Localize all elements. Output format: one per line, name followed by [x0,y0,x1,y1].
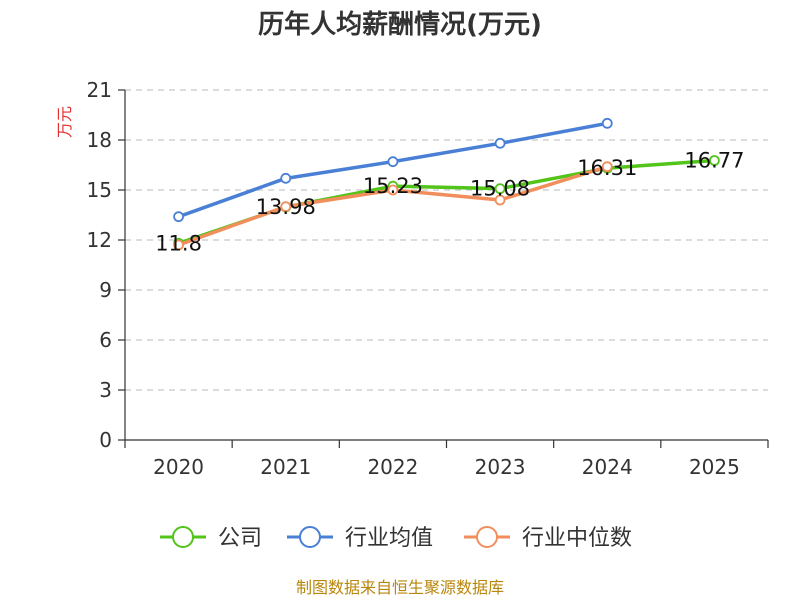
data-point[interactable] [173,211,184,223]
x-tick-label: 2020 [153,455,204,479]
x-tick-label: 2022 [367,455,418,479]
y-tick-label: 12 [87,228,112,252]
data-label: 13.98 [256,195,316,219]
data-point[interactable] [387,156,399,168]
chart-title: 历年人均薪酬情况(万元) [258,9,542,40]
x-tick-label: 2023 [475,455,526,479]
legend[interactable]: 公司 行业均值 行业中位数 [160,526,632,551]
data-point[interactable] [494,137,506,149]
data-point[interactable] [601,117,613,129]
data-point[interactable] [494,183,506,195]
legend-marker [299,526,321,548]
y-axis-label: 万元 [55,106,74,138]
data-point[interactable] [173,239,184,251]
y-tick-label: 3 [99,378,112,402]
legend-label[interactable]: 行业均值 [345,526,433,551]
data-point[interactable] [280,201,292,213]
legend-label[interactable]: 公司 [218,526,262,551]
data-label: 15.23 [363,174,423,198]
x-tick-label: 2024 [582,455,633,479]
data-point[interactable] [494,194,506,206]
y-tick-label: 18 [87,128,112,152]
x-tick-label: 2021 [260,455,311,479]
data-point[interactable] [387,184,399,196]
grid-lines [125,89,768,391]
axes: 0 3 6 9 12 15 18 21 2020 2021 2022 2023 2024 2025 [87,78,769,479]
data-labels: 11.8 13.98 15.23 15.08 16.31 16.77 [155,149,744,256]
data-point[interactable] [709,155,720,166]
data-point[interactable] [280,172,292,184]
y-tick-label: 0 [99,428,112,452]
legend-marker [476,526,498,548]
series-line [177,121,608,219]
legend-label[interactable]: 行业中位数 [522,526,632,551]
data-point[interactable] [601,161,613,173]
y-tick-label: 6 [99,328,112,352]
data-label: 16.31 [577,156,637,180]
source-note: 制图数据来自恒生聚源数据库 [296,578,504,597]
data-label: 16.77 [684,149,744,173]
data-label: 15.08 [470,177,530,201]
x-tick-label: 2025 [689,455,740,479]
series-lines [173,117,720,251]
y-tick-label: 15 [87,178,112,202]
legend-marker [172,526,194,548]
y-tick-label: 9 [99,278,112,302]
data-label: 11.8 [155,231,202,255]
y-tick-label: 21 [87,78,112,102]
